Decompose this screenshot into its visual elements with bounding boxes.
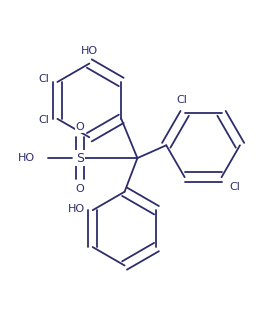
Text: HO: HO <box>68 203 85 213</box>
Text: O: O <box>75 184 84 194</box>
Text: O: O <box>75 122 84 132</box>
Text: Cl: Cl <box>176 95 187 105</box>
Text: HO: HO <box>18 153 35 163</box>
Text: HO: HO <box>81 45 98 55</box>
Text: S: S <box>76 151 84 165</box>
Text: S: S <box>76 151 84 165</box>
Text: Cl: Cl <box>39 115 49 126</box>
Text: Cl: Cl <box>39 74 49 84</box>
Text: Cl: Cl <box>230 182 240 192</box>
